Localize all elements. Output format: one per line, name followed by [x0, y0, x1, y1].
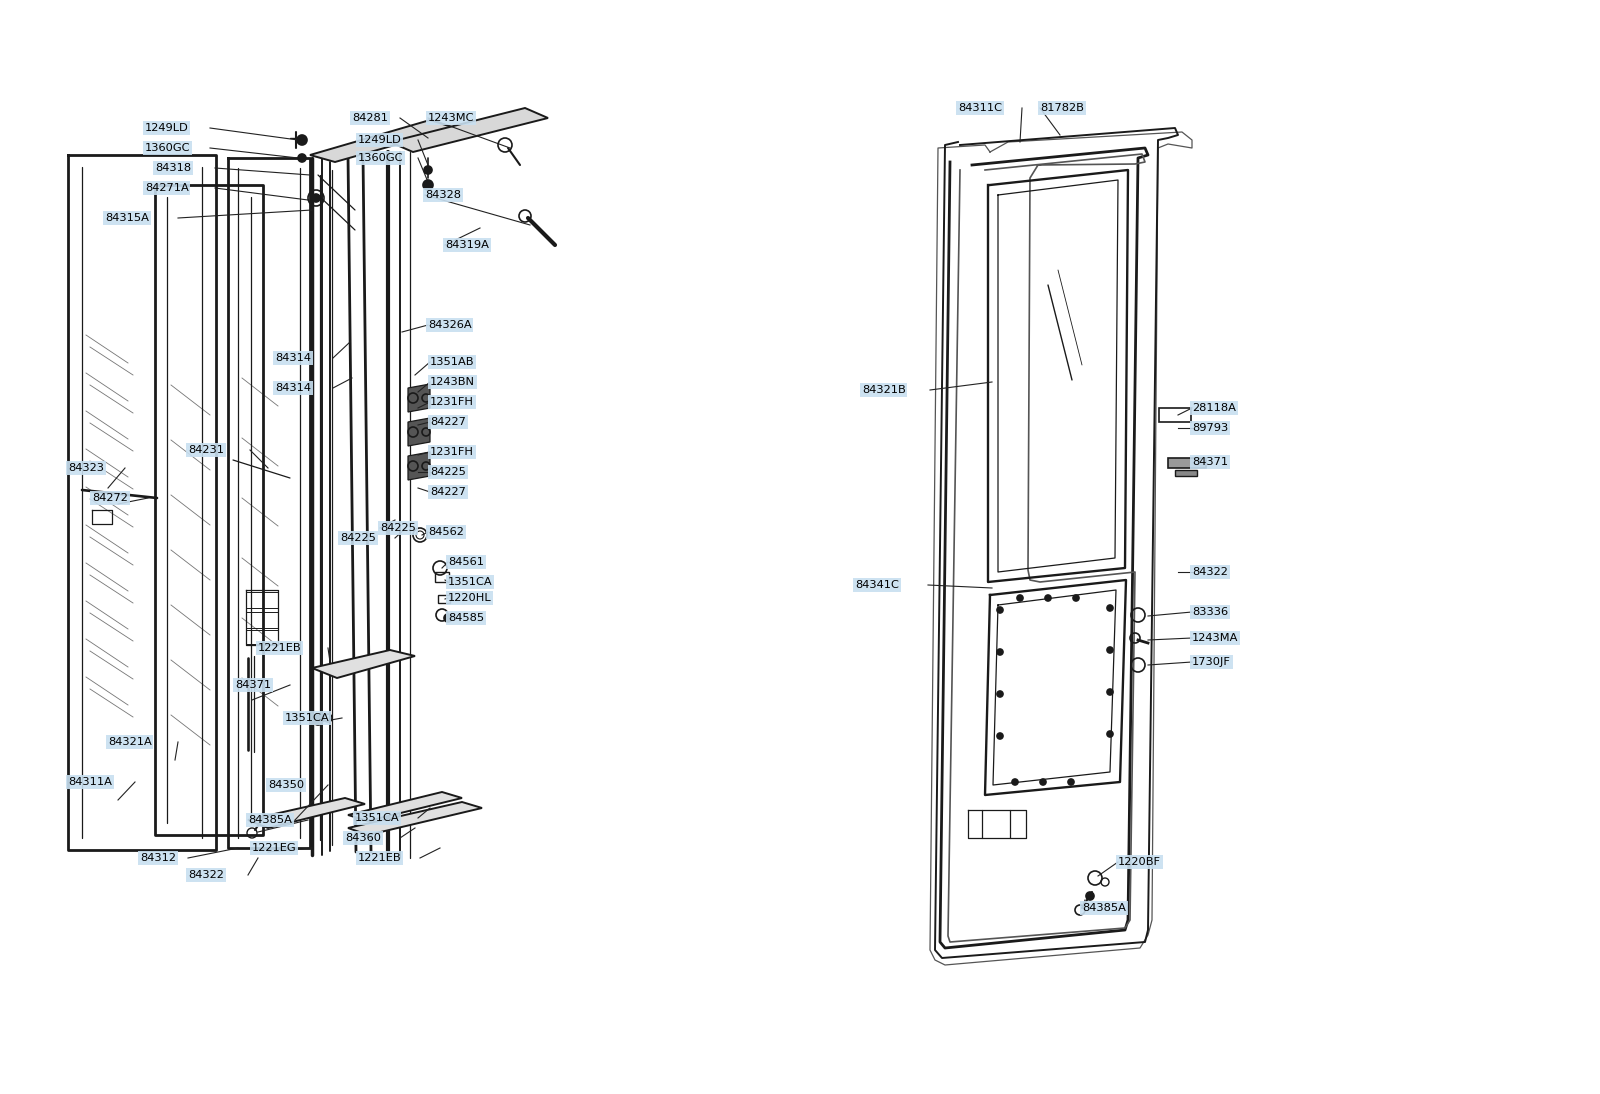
Text: 84585: 84585: [448, 613, 485, 622]
Circle shape: [422, 181, 434, 190]
Circle shape: [1107, 731, 1114, 737]
Text: 1220HL: 1220HL: [448, 593, 491, 603]
Text: 84312: 84312: [141, 853, 176, 863]
Text: 84227: 84227: [430, 417, 466, 427]
Polygon shape: [390, 108, 547, 152]
Text: 1351CA: 1351CA: [448, 577, 493, 587]
Circle shape: [298, 154, 306, 162]
Text: 84322: 84322: [189, 870, 224, 880]
Text: 84360: 84360: [346, 833, 381, 843]
Circle shape: [1086, 892, 1094, 900]
Text: 1249LD: 1249LD: [358, 135, 402, 146]
Text: 1351CA: 1351CA: [355, 813, 400, 823]
Text: 1730JF: 1730JF: [1192, 657, 1230, 667]
Polygon shape: [349, 792, 462, 820]
Text: 84322: 84322: [1192, 567, 1227, 577]
Text: 1351AB: 1351AB: [430, 357, 475, 366]
Text: 83336: 83336: [1192, 607, 1229, 617]
Text: 84231: 84231: [189, 445, 224, 455]
Text: 84314: 84314: [275, 353, 310, 363]
Text: 1243MC: 1243MC: [429, 113, 475, 123]
Circle shape: [424, 166, 432, 174]
Circle shape: [1018, 595, 1022, 601]
Text: 1351CA: 1351CA: [285, 713, 330, 723]
Text: 84227: 84227: [430, 487, 466, 497]
Text: 28118A: 28118A: [1192, 403, 1235, 414]
Bar: [435, 572, 450, 582]
Text: 84311C: 84311C: [958, 103, 1002, 113]
Text: 1221EB: 1221EB: [358, 853, 402, 863]
Text: 84350: 84350: [269, 780, 304, 790]
Text: 84319A: 84319A: [445, 240, 490, 251]
Text: 84561: 84561: [448, 557, 483, 567]
Polygon shape: [408, 384, 430, 412]
Text: 84371: 84371: [1192, 457, 1229, 467]
Text: 89793: 89793: [1192, 423, 1229, 433]
Bar: [1174, 470, 1197, 476]
Text: 84321B: 84321B: [862, 385, 906, 395]
Text: 84323: 84323: [67, 463, 104, 473]
Circle shape: [1107, 647, 1114, 653]
Bar: [1168, 458, 1206, 468]
Circle shape: [997, 607, 1003, 613]
Polygon shape: [408, 452, 430, 480]
Circle shape: [1107, 689, 1114, 695]
Circle shape: [314, 715, 323, 725]
Text: 1360GC: 1360GC: [146, 143, 190, 153]
Text: 84385A: 84385A: [248, 815, 291, 825]
Text: 1243BN: 1243BN: [430, 377, 475, 387]
Circle shape: [1045, 595, 1051, 601]
Text: 84271A: 84271A: [146, 183, 189, 193]
Text: 84281: 84281: [352, 113, 387, 123]
Text: 84385A: 84385A: [1082, 903, 1126, 913]
Circle shape: [1040, 779, 1046, 785]
Polygon shape: [349, 802, 482, 835]
Circle shape: [1013, 779, 1018, 785]
Text: 84318: 84318: [155, 163, 190, 173]
Text: 84311A: 84311A: [67, 777, 112, 787]
Circle shape: [1069, 779, 1074, 785]
Circle shape: [1074, 595, 1078, 601]
Text: 84562: 84562: [429, 527, 464, 537]
Text: 1249LD: 1249LD: [146, 123, 189, 133]
Circle shape: [1107, 605, 1114, 612]
Text: 84225: 84225: [339, 533, 376, 543]
Circle shape: [312, 194, 320, 202]
Circle shape: [298, 135, 307, 146]
Polygon shape: [408, 418, 430, 446]
Bar: [1158, 408, 1190, 422]
Text: 1221EG: 1221EG: [253, 843, 296, 853]
Text: 84225: 84225: [381, 523, 416, 533]
Circle shape: [445, 614, 453, 622]
Polygon shape: [312, 650, 414, 678]
Text: 1231FH: 1231FH: [430, 447, 474, 457]
Text: 84328: 84328: [426, 190, 461, 200]
Text: 1231FH: 1231FH: [430, 397, 474, 407]
Text: 84315A: 84315A: [106, 213, 149, 223]
Text: 84341C: 84341C: [854, 580, 899, 590]
Text: 84321A: 84321A: [109, 737, 152, 747]
Text: 1221EB: 1221EB: [258, 643, 302, 653]
Circle shape: [997, 649, 1003, 655]
Text: 84326A: 84326A: [429, 321, 472, 330]
Text: 84225: 84225: [430, 467, 466, 477]
Circle shape: [997, 733, 1003, 740]
Text: 81782B: 81782B: [1040, 103, 1083, 113]
Text: 1220BF: 1220BF: [1118, 857, 1162, 868]
Circle shape: [997, 691, 1003, 697]
Text: 84371: 84371: [235, 680, 270, 690]
Text: 1243MA: 1243MA: [1192, 633, 1238, 643]
Polygon shape: [248, 798, 365, 828]
Text: 1360GC: 1360GC: [358, 153, 403, 163]
Text: 84272: 84272: [93, 493, 128, 503]
Bar: [438, 595, 450, 603]
Polygon shape: [310, 120, 454, 162]
Text: 84314: 84314: [275, 383, 310, 393]
